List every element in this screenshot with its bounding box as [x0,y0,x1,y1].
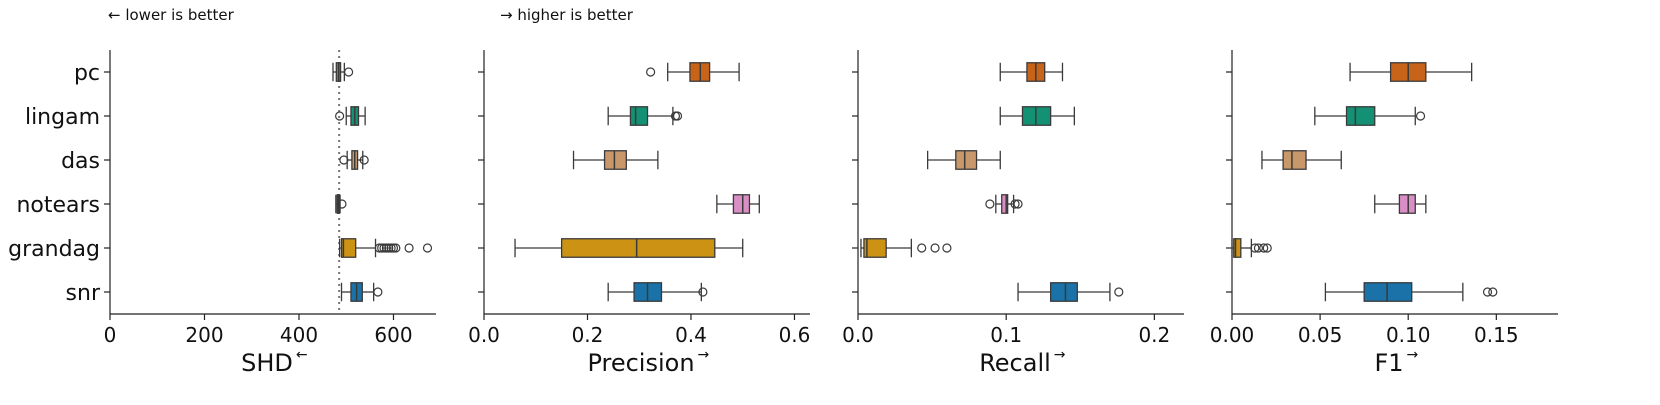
outlier-shd-grandag-5 [386,243,396,253]
outlier-f1-snr-1 [1488,287,1498,297]
x-tick-label-shd-1: 200 [185,323,223,347]
outlier-f1-grandag-2 [1259,243,1269,253]
box-f1-grandag [1233,238,1242,258]
outlier-f1-snr-0 [1482,287,1493,297]
outlier-shd-grandag-0 [374,243,384,253]
outlier-shd-lingam-0 [335,111,345,121]
box-recall-grandag [863,238,887,258]
outlier-recall-notears-1 [1010,199,1020,209]
x-tick-label-f1-2: 0.10 [1386,323,1431,347]
panel-f1: 0.00 0.05 0.10 0.15 F1 → [1210,50,1558,377]
x-tick-label-precision-2: 0.4 [675,323,707,347]
box-precision-das [603,150,627,170]
y-tick-label-grandag: grandag [8,237,100,262]
outlier-shd-grandag-3 [381,243,391,253]
x-axis-label-f1: F1 [1374,349,1403,377]
x-tick-label-recall-2: 0.2 [1138,323,1170,347]
x-axis-arrow-recall: → [1054,347,1066,363]
x-tick-label-precision-3: 0.6 [779,323,811,347]
outlier-precision-pc-0 [646,67,656,77]
outlier-f1-grandag-0 [1250,243,1260,253]
y-tick-label-pc: pc [74,61,100,86]
x-tick-label-recall-0: 0.0 [842,323,874,347]
outlier-shd-snr-0 [373,287,383,297]
outlier-shd-das-0 [339,155,349,165]
x-tick-label-precision-0: 0.0 [468,323,500,347]
box-recall-snr [1049,282,1078,302]
outlier-f1-grandag-1 [1253,243,1264,253]
outlier-recall-grandag-0 [917,243,927,253]
panel-recall: 0.0 0.1 0.2 Recall → [842,50,1184,377]
box-recall-notears [1001,194,1009,214]
outlier-recall-notears-0 [985,199,995,209]
outlier-shd-pc-0 [343,67,354,77]
outlier-shd-grandag-9 [422,243,433,253]
box-f1-snr [1363,282,1413,302]
outlier-recall-grandag-1 [930,243,940,253]
y-tick-label-notears: notears [16,193,100,218]
higher-is-better-note: → higher is better [500,6,633,24]
x-axis-label-precision: Precision [587,349,694,377]
outlier-shd-notears-0 [337,199,347,209]
x-tick-label-f1-1: 0.05 [1298,323,1343,347]
outlier-recall-grandag-2 [942,243,952,253]
x-tick-label-recall-1: 0.1 [990,323,1022,347]
x-axis-arrow-shd: ← [296,347,308,363]
outlier-precision-snr-0 [698,287,708,297]
y-tick-label-snr: snr [66,281,101,306]
x-axis-arrow-f1: → [1407,347,1419,363]
outlier-shd-grandag-2 [379,243,389,253]
x-axis-arrow-precision: → [698,347,710,363]
x-tick-label-precision-1: 0.2 [572,323,604,347]
x-tick-label-shd-0: 0 [104,323,117,347]
outlier-recall-notears-2 [1013,199,1023,209]
y-tick-label-lingam: lingam [25,105,100,130]
outlier-recall-snr-0 [1114,287,1124,297]
x-axis-label-recall: Recall [979,349,1051,377]
outlier-f1-grandag-3 [1262,243,1272,253]
x-tick-label-f1-0: 0.00 [1210,323,1255,347]
outlier-shd-grandag-1 [377,243,387,253]
box-precision-notears [732,194,751,214]
outlier-shd-grandag-6 [388,243,399,253]
outlier-shd-grandag-8 [404,243,414,253]
x-tick-label-f1-3: 0.15 [1474,323,1519,347]
box-precision-lingam [629,106,649,126]
lower-is-better-note: ← lower is better [108,6,234,24]
outlier-shd-das-1 [359,155,369,165]
x-tick-label-shd-3: 600 [374,323,412,347]
x-axis-label-shd: SHD [241,349,293,377]
outlier-shd-grandag-7 [391,243,401,253]
outlier-shd-grandag-4 [384,243,394,253]
panel-precision: 0.0 0.2 0.4 0.6 Precision → [468,50,810,377]
outlier-f1-lingam-0 [1415,111,1426,121]
box-f1-notears [1398,194,1416,214]
x-tick-label-shd-2: 400 [280,323,318,347]
box-precision-grandag [560,238,716,258]
box-recall-das [955,150,978,170]
box-f1-das [1282,150,1307,170]
outlier-precision-lingam-1 [672,111,683,121]
y-tick-label-das: das [61,149,100,174]
box-shd-grandag [340,238,357,258]
box-f1-lingam [1345,106,1376,126]
